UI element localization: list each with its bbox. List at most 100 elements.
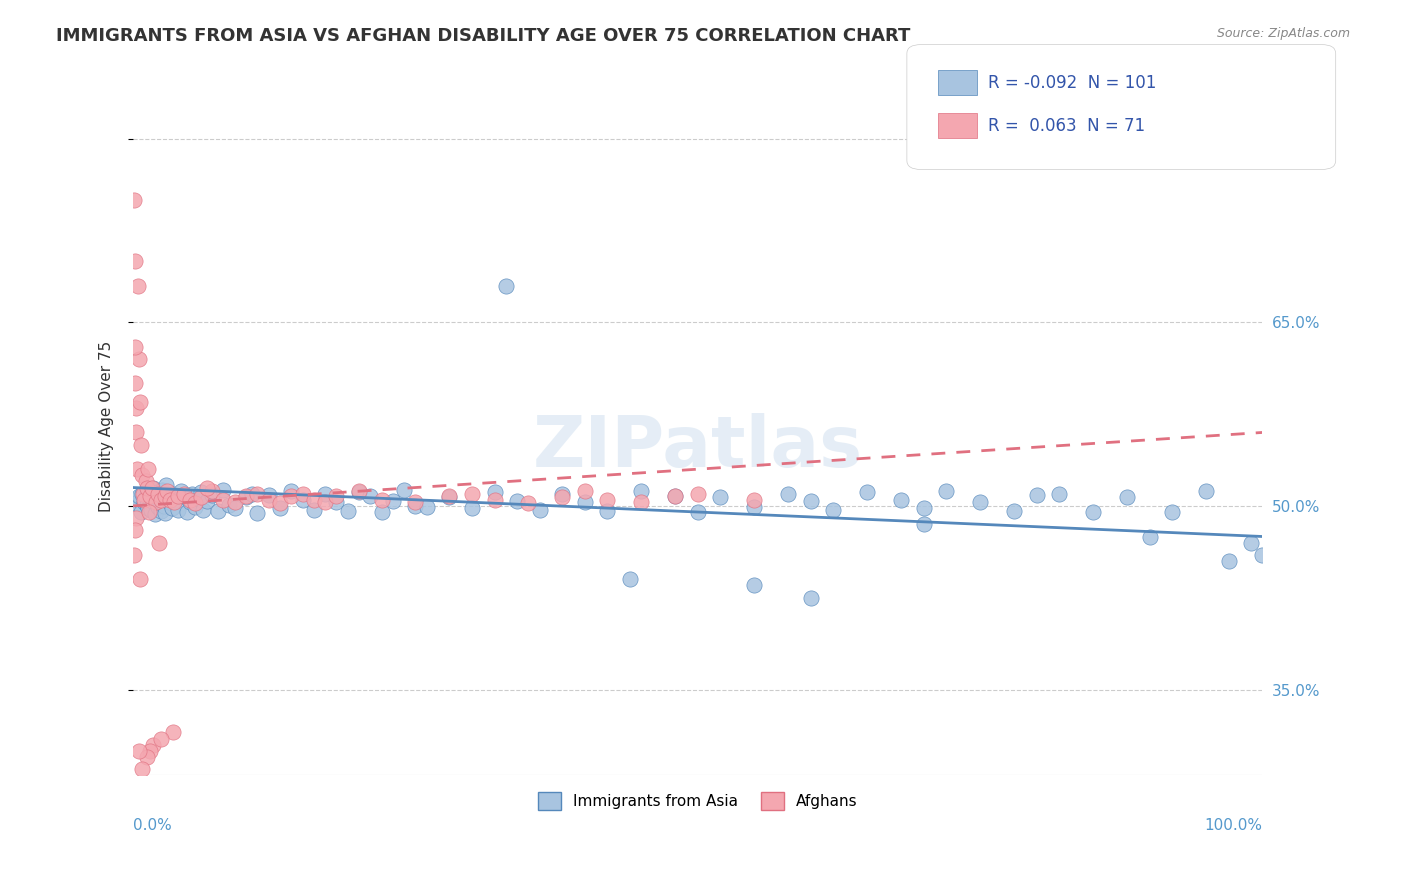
Text: 100.0%: 100.0% — [1205, 818, 1263, 833]
Point — [246, 486, 269, 500]
Point — [484, 485, 506, 500]
Point — [138, 505, 160, 519]
Legend: Immigrants from Asia, Afghans: Immigrants from Asia, Afghans — [531, 786, 863, 816]
Point — [141, 481, 163, 495]
Point — [146, 486, 169, 500]
Point — [195, 481, 218, 495]
Point — [191, 502, 214, 516]
Point — [1218, 554, 1240, 568]
Point — [664, 489, 686, 503]
Point — [269, 496, 291, 510]
Point — [135, 498, 157, 512]
Point — [129, 505, 152, 519]
Point — [163, 495, 186, 509]
Point — [370, 492, 392, 507]
Point — [484, 492, 506, 507]
Point — [152, 499, 174, 513]
Point — [596, 492, 619, 507]
Point — [574, 484, 596, 499]
Point — [1081, 505, 1104, 519]
Point — [912, 501, 935, 516]
Point — [129, 438, 152, 452]
Point — [152, 483, 174, 497]
Point — [142, 738, 165, 752]
Point — [1116, 491, 1139, 505]
Point — [145, 495, 167, 509]
Point — [778, 486, 800, 500]
Point — [138, 484, 160, 499]
Point — [1240, 535, 1263, 549]
Point — [1195, 484, 1218, 499]
Point — [1251, 548, 1274, 562]
Point — [212, 492, 235, 507]
Point — [155, 478, 177, 492]
Point — [134, 492, 156, 507]
Point — [125, 496, 148, 510]
Point — [139, 492, 162, 507]
Point — [404, 499, 426, 513]
Point — [160, 501, 183, 516]
Point — [122, 193, 145, 207]
Point — [742, 578, 765, 592]
Point — [856, 485, 879, 500]
Point — [124, 492, 146, 507]
Point — [173, 486, 195, 500]
Point — [122, 548, 145, 562]
Point — [127, 278, 149, 293]
Point — [257, 488, 280, 502]
Point — [179, 495, 201, 509]
Point — [134, 495, 156, 509]
Point — [246, 506, 269, 520]
Point — [187, 491, 209, 506]
Point — [162, 486, 184, 500]
Point — [800, 591, 823, 605]
Point — [392, 483, 415, 497]
Point — [336, 504, 359, 518]
Point — [461, 486, 484, 500]
Point — [381, 494, 404, 508]
Point — [1002, 504, 1025, 518]
Point — [173, 489, 195, 503]
Point — [163, 492, 186, 507]
Point — [139, 489, 162, 503]
Text: ZIPatlas: ZIPatlas — [533, 413, 863, 482]
Point — [912, 517, 935, 532]
Point — [179, 492, 201, 507]
Point — [800, 494, 823, 508]
Point — [184, 500, 207, 515]
Point — [269, 501, 291, 516]
Point — [347, 485, 370, 500]
Point — [314, 486, 336, 500]
Point — [529, 502, 551, 516]
Point — [686, 505, 709, 519]
Point — [347, 484, 370, 499]
Point — [135, 750, 157, 764]
Text: R = -0.092  N = 101: R = -0.092 N = 101 — [988, 74, 1157, 92]
Point — [131, 762, 153, 776]
Point — [302, 492, 325, 507]
Point — [416, 500, 439, 515]
Point — [551, 491, 574, 505]
Point — [128, 744, 150, 758]
Point — [240, 486, 263, 500]
Point — [235, 489, 257, 503]
Point — [128, 573, 150, 587]
Point — [664, 489, 686, 503]
Point — [132, 486, 155, 500]
Point — [935, 484, 957, 499]
Point — [1047, 486, 1070, 500]
Point — [257, 492, 280, 507]
Point — [218, 498, 240, 512]
Point — [145, 491, 167, 506]
Point — [1161, 505, 1184, 519]
Point — [156, 484, 179, 499]
Point — [136, 501, 159, 516]
Point — [148, 535, 170, 549]
Point — [291, 492, 314, 507]
Point — [139, 744, 162, 758]
Point — [159, 492, 181, 507]
Point — [150, 731, 173, 746]
Point — [190, 485, 212, 500]
Point — [169, 484, 191, 499]
Point — [280, 489, 302, 503]
